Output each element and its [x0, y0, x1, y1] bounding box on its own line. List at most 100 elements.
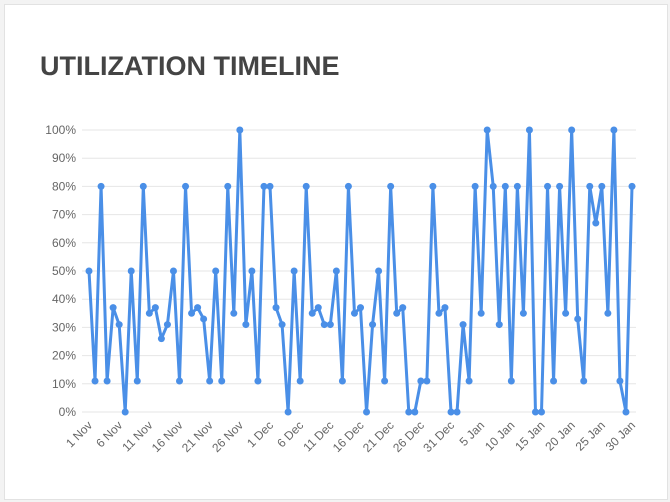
data-point [115, 321, 123, 329]
data-point [266, 182, 274, 190]
data-point [236, 126, 244, 134]
data-point [139, 182, 147, 190]
data-point [616, 377, 624, 385]
y-tick-label: 90% [52, 151, 76, 165]
x-tick-label: 21 Dec [360, 418, 397, 455]
data-point [314, 304, 322, 312]
y-tick-label: 100% [45, 123, 76, 137]
data-point [574, 315, 582, 323]
x-tick-label: 1 Dec [244, 418, 276, 450]
data-point [405, 408, 413, 416]
data-point [127, 267, 135, 275]
data-point [230, 309, 238, 317]
data-point [586, 182, 594, 190]
data-point [592, 219, 600, 227]
data-point [447, 408, 455, 416]
data-point [429, 182, 437, 190]
data-point [604, 309, 612, 317]
y-tick-label: 70% [52, 208, 76, 222]
data-point [109, 304, 117, 312]
x-tick-label: 16 Dec [330, 418, 367, 455]
data-point [363, 408, 371, 416]
data-point [272, 304, 280, 312]
data-point [182, 182, 190, 190]
x-tick-label: 25 Jan [573, 418, 608, 453]
data-point [423, 377, 431, 385]
x-tick-label: 26 Dec [390, 418, 427, 455]
data-point [278, 321, 286, 329]
data-point [628, 182, 636, 190]
x-tick-label: 11 Nov [119, 418, 155, 454]
data-point [495, 321, 503, 329]
data-point [218, 377, 226, 385]
x-tick-label: 20 Jan [542, 418, 577, 453]
data-point [200, 315, 208, 323]
data-point [151, 304, 159, 312]
data-point [519, 309, 527, 317]
data-point [483, 126, 491, 134]
y-tick-label: 30% [52, 320, 76, 334]
data-point [375, 267, 383, 275]
data-point [194, 304, 202, 312]
x-tick-label: 16 Nov [149, 418, 186, 455]
data-point [133, 377, 141, 385]
data-point [85, 267, 93, 275]
y-tick-label: 0% [59, 405, 77, 419]
y-tick-label: 10% [52, 377, 76, 391]
data-point [399, 304, 407, 312]
data-point [169, 267, 177, 275]
data-point [121, 408, 129, 416]
data-point [145, 309, 153, 317]
data-point [248, 267, 256, 275]
data-point [610, 126, 618, 134]
data-point [556, 182, 564, 190]
y-tick-label: 80% [52, 179, 76, 193]
data-point [344, 182, 352, 190]
data-point [501, 182, 509, 190]
data-point [538, 408, 545, 416]
data-point [188, 309, 196, 317]
data-point [531, 408, 539, 416]
data-point [580, 377, 588, 385]
data-point [489, 182, 497, 190]
data-point [622, 408, 630, 416]
data-point [465, 377, 473, 385]
data-point [417, 377, 425, 385]
data-point [296, 377, 304, 385]
data-point [453, 408, 461, 416]
data-point [369, 321, 377, 329]
x-tick-label: 21 Nov [179, 418, 216, 455]
data-point [242, 321, 250, 329]
chart-title: UTILIZATION TIMELINE [40, 51, 339, 81]
data-point [254, 377, 262, 385]
x-tick-label: 26 Nov [209, 418, 246, 455]
data-point [568, 126, 576, 134]
data-point [411, 408, 419, 416]
data-point [103, 377, 111, 385]
data-point [598, 182, 606, 190]
x-tick-label: 30 Jan [603, 418, 638, 453]
data-point [507, 377, 515, 385]
data-point [176, 377, 183, 385]
data-point [290, 267, 298, 275]
data-point [477, 309, 485, 317]
data-point [357, 304, 364, 312]
data-point [550, 377, 558, 385]
data-point [513, 182, 521, 190]
data-point [562, 309, 570, 317]
data-point [284, 408, 292, 416]
y-tick-label: 40% [52, 292, 76, 306]
data-point [302, 182, 310, 190]
data-point [441, 304, 449, 312]
data-point [525, 126, 533, 134]
data-point [350, 309, 358, 317]
data-point [224, 182, 232, 190]
data-point [91, 377, 99, 385]
y-tick-label: 60% [52, 236, 76, 250]
x-tick-label: 31 Dec [420, 418, 457, 455]
data-point [332, 267, 340, 275]
data-point [326, 321, 334, 329]
x-tick-label: 10 Jan [482, 418, 517, 453]
